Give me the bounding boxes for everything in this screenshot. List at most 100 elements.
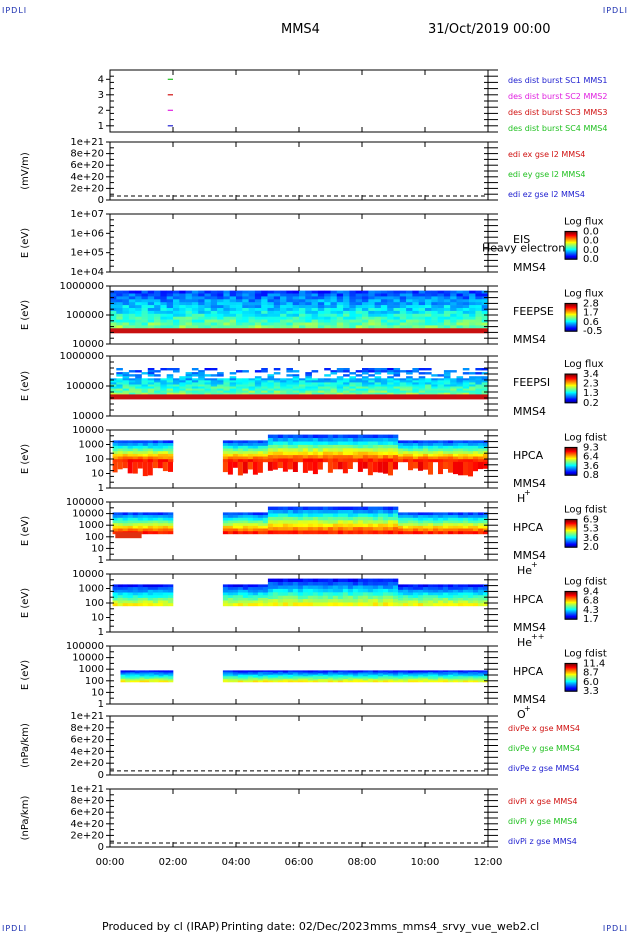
heatmap-cell (406, 380, 413, 383)
heatmap-cell (257, 523, 264, 527)
y-tick-label: 1 (98, 483, 104, 494)
heatmap-cell (152, 453, 159, 457)
heatmap-cell (327, 506, 334, 511)
heatmap-cell (217, 390, 224, 393)
heatmap-cell (247, 679, 254, 681)
heatmap-cell (473, 603, 479, 607)
heatmap-cell (458, 515, 464, 519)
heatmap-cell (237, 440, 244, 444)
heatmap-cell (399, 382, 407, 385)
heatmap-cell (431, 325, 438, 329)
heatmap-cell (217, 374, 224, 377)
heatmap-cell (112, 592, 118, 596)
heatmap-cell (242, 299, 249, 303)
heatmap-cell (307, 438, 314, 442)
x-tick-label: 08:00 (348, 857, 377, 868)
heatmap-cell (349, 325, 356, 329)
heatmap-cell (142, 584, 149, 588)
heatmap-cell (398, 448, 404, 452)
heatmap-cell (423, 453, 429, 457)
heatmap-cell (412, 388, 419, 391)
heatmap-cell (408, 597, 414, 601)
heatmap-cell (152, 600, 159, 604)
heatmap-cell (450, 310, 457, 315)
heatmap-cell (137, 587, 144, 591)
heatmap-cell (388, 585, 394, 590)
heatmap-cell (227, 453, 234, 457)
heatmap-cell (425, 382, 432, 385)
heatmap-cell (324, 380, 331, 383)
heatmap-cell (227, 670, 234, 673)
heatmap-cell (453, 461, 458, 475)
heatmap-cell (393, 378, 401, 381)
heatmap-cell (469, 384, 476, 387)
corner-mark-top-right: IPDLI (602, 6, 628, 15)
heatmap-cell (307, 461, 313, 471)
heatmap-cell (458, 523, 464, 527)
heatmap-cell (322, 670, 329, 673)
heatmap-cell (154, 319, 161, 323)
heatmap-cell (307, 676, 314, 678)
heatmap-cell (349, 382, 356, 385)
heatmap-cell (160, 319, 167, 323)
heatmap-cell (473, 679, 479, 681)
heatmap-cell (254, 370, 262, 373)
heatmap-cell (377, 513, 384, 518)
heatmap-cell (147, 386, 155, 389)
colorbar-step (565, 254, 577, 257)
heatmap-cell (458, 453, 464, 457)
panel-frame (109, 141, 489, 201)
heatmap-cell (450, 299, 457, 303)
heatmap-cell (408, 673, 414, 676)
heatmap-cell (332, 520, 339, 524)
heatmap-cell (141, 380, 149, 383)
heatmap-cell (252, 459, 259, 463)
heatmap-cell (393, 308, 401, 312)
heatmap-cell (469, 392, 476, 396)
heatmap-cell (287, 441, 294, 446)
heatmap-cell (393, 588, 399, 593)
heatmap-cell (437, 390, 445, 393)
y-tick-label: 1000 (79, 520, 104, 531)
heatmap-cell (261, 378, 268, 381)
heatmap-cell (388, 523, 394, 528)
heatmap-cell (252, 597, 259, 601)
heatmap-cell (282, 676, 289, 678)
heatmap-cell (332, 677, 339, 680)
heatmap-cell (299, 296, 306, 300)
heatmap-cell (343, 382, 350, 385)
heatmap-cell (377, 588, 384, 593)
heatmap-cell (297, 438, 304, 442)
heatmap-cell (317, 676, 324, 678)
heatmap-cell (336, 368, 344, 371)
heatmap-cell (413, 600, 419, 604)
heatmap-cell (132, 451, 139, 455)
heatmap-cell (450, 370, 457, 373)
colorbar-frame (564, 302, 578, 332)
heatmap-cell (406, 382, 413, 385)
heatmap-cell (383, 680, 389, 683)
heatmap-cell (336, 388, 344, 391)
heatmap-cell (463, 680, 469, 683)
heatmap-cell (433, 445, 439, 449)
heatmap-cell (478, 680, 484, 683)
heatmap-cell (406, 378, 413, 381)
heatmap-cell (135, 376, 142, 379)
heatmap-cell (237, 671, 244, 674)
heatmap-cell (475, 319, 482, 323)
heatmap-cell (462, 299, 470, 303)
heatmap-cell (227, 671, 234, 674)
heatmap-cell (292, 322, 300, 326)
heatmap-cell (179, 305, 186, 309)
heatmap-cell (352, 527, 359, 531)
heatmap-cell (423, 671, 429, 674)
y-tick-label: 3 (98, 90, 104, 101)
heatmap-cell (388, 444, 394, 449)
heatmap-cell (380, 296, 388, 300)
heatmap-cell (355, 386, 363, 389)
heatmap-cell (433, 528, 439, 532)
heatmap-cell (453, 670, 459, 673)
heatmap-cell (483, 679, 489, 681)
heatmap-cell (438, 595, 444, 599)
